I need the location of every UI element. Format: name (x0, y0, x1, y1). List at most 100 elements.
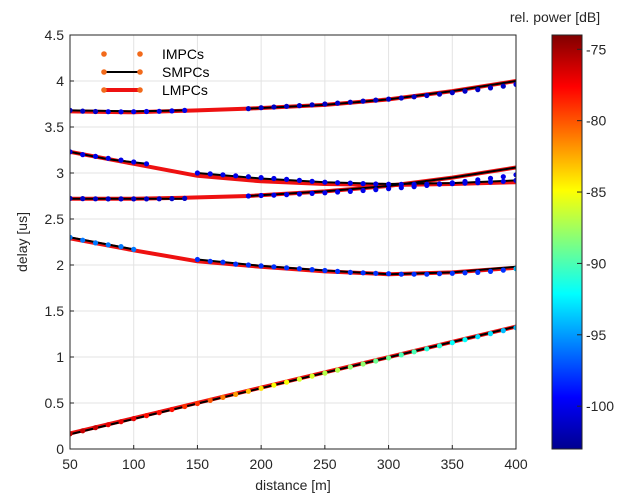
colorbar-tick-label: -95 (586, 327, 606, 343)
impc-point (92, 153, 99, 159)
legend-label: IMPCs (162, 46, 204, 62)
impc-point (245, 174, 251, 180)
colorbar-gradient (551, 34, 583, 450)
impc-point (335, 189, 341, 195)
impc-point (194, 170, 200, 176)
impc-point (386, 96, 392, 102)
impc-point (271, 264, 277, 270)
impc-point (70, 195, 73, 201)
impc-point (131, 246, 137, 252)
impc-point (424, 182, 430, 188)
impc-point (70, 234, 73, 240)
x-tick-label: 300 (377, 456, 401, 472)
y-tick-label: 0.5 (45, 395, 65, 411)
impc-point (220, 259, 226, 265)
legend-label: SMPCs (162, 64, 209, 80)
legend-marker (137, 87, 143, 93)
impc-point (322, 267, 328, 274)
impc-point (373, 358, 379, 364)
impc-point (92, 108, 99, 115)
impc-point (80, 237, 86, 243)
impc-point (80, 428, 86, 434)
impc-point (80, 152, 86, 158)
impc-point (245, 106, 251, 112)
impc-point (475, 334, 481, 340)
impc-point (500, 267, 506, 273)
impc-point (449, 340, 455, 346)
impc-point (411, 349, 417, 355)
colorbar-tick-label: -75 (586, 41, 606, 57)
impc-point (386, 181, 392, 187)
impc-point (258, 175, 264, 181)
impc-point (70, 431, 73, 437)
impc-point (487, 85, 494, 91)
impc-point (92, 240, 99, 246)
impc-point (105, 196, 111, 202)
colorbar-tick-label: -85 (586, 184, 606, 200)
impc-point (322, 101, 328, 107)
impc-point (118, 419, 124, 425)
impc-point (487, 179, 494, 185)
impc-point (513, 325, 516, 331)
y-tick-label: 4.5 (45, 27, 65, 43)
impc-point (92, 425, 99, 431)
impc-point (335, 367, 341, 373)
impc-point (169, 406, 175, 413)
impc-point (347, 364, 353, 370)
impc-point (105, 155, 111, 161)
plot-area (70, 35, 516, 449)
impc-point (462, 88, 468, 94)
impc-point (245, 193, 251, 199)
legend-marker (101, 69, 107, 75)
impc-point (309, 190, 315, 196)
impc-point (258, 263, 264, 269)
colorbar-tick-label: -100 (586, 398, 614, 414)
impc-point (487, 331, 494, 337)
x-tick-label: 400 (504, 456, 528, 472)
impc-point (271, 192, 277, 198)
impc-point (513, 172, 516, 178)
impc-point (207, 258, 213, 264)
impc-point (347, 269, 353, 275)
impc-point (335, 100, 341, 106)
impc-point (245, 388, 251, 394)
impc-point (322, 179, 328, 185)
impc-point (207, 171, 213, 177)
impc-point (131, 416, 137, 422)
y-tick-label: 3 (56, 165, 64, 181)
impc-point (500, 83, 506, 89)
impc-point (436, 91, 443, 97)
impc-point (284, 379, 290, 385)
y-tick-label: 0 (56, 441, 64, 457)
impc-point (182, 195, 188, 201)
y-tick-label: 4 (56, 73, 64, 89)
impc-point (360, 181, 366, 187)
impc-point (360, 361, 366, 367)
impc-point (80, 108, 86, 114)
x-axis-label: distance [m] (255, 477, 330, 493)
impc-point (347, 188, 353, 194)
y-axis-label: delay [us] (14, 212, 30, 272)
impc-point (105, 242, 111, 248)
impc-point (513, 266, 516, 272)
impc-point (322, 370, 328, 376)
impc-point (398, 271, 404, 277)
impc-point (70, 107, 73, 113)
x-tick-label: 200 (249, 456, 273, 472)
impc-point (462, 270, 468, 276)
impc-point (373, 181, 379, 187)
impc-point (500, 174, 506, 180)
impc-point (118, 196, 124, 202)
impc-point (360, 187, 366, 194)
impc-point (284, 192, 290, 198)
impc-point (462, 178, 468, 185)
impc-point (258, 385, 264, 391)
legend-marker (101, 51, 107, 57)
impc-point (386, 355, 392, 361)
x-tick-label: 150 (186, 456, 210, 472)
impc-point (398, 95, 404, 101)
impc-point (475, 87, 481, 93)
legend: IMPCs SMPCs LMPCs (101, 46, 209, 98)
impc-point (322, 190, 328, 196)
